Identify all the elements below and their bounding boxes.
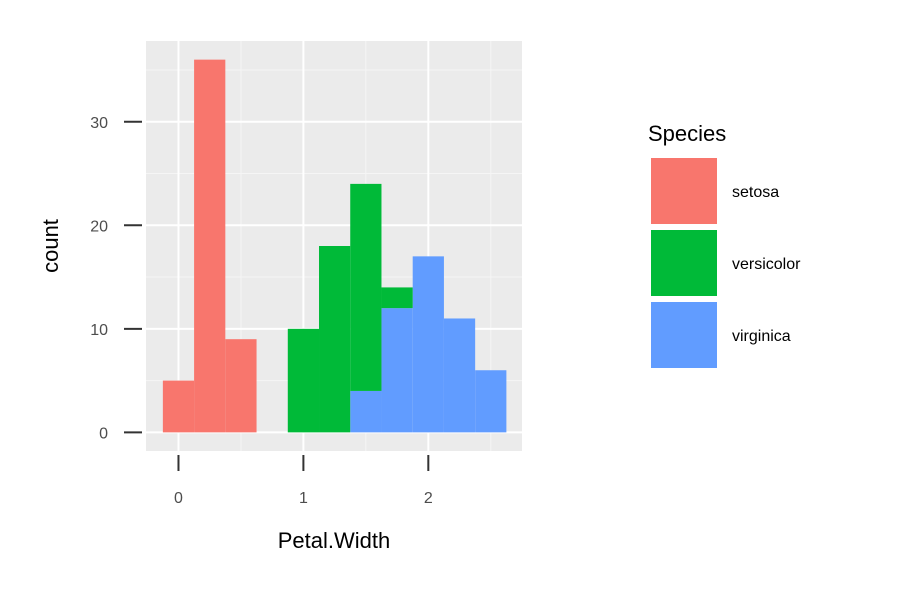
legend-key-versicolor xyxy=(651,230,717,296)
bar-virginica xyxy=(350,390,382,433)
bar-virginica xyxy=(381,308,413,433)
y-tick-label: 30 xyxy=(90,115,108,132)
x-tick-label: 0 xyxy=(174,490,183,507)
legend-title: Species xyxy=(648,121,726,146)
y-tick-label: 0 xyxy=(99,425,108,442)
y-axis-title: count xyxy=(38,219,63,273)
bar-virginica xyxy=(475,370,507,433)
bar-virginica xyxy=(412,256,444,433)
y-tick-label: 20 xyxy=(90,218,108,235)
bar-versicolor xyxy=(381,287,413,309)
bar-setosa xyxy=(162,380,195,433)
legend-key-setosa xyxy=(651,158,717,224)
x-axis-title: Petal.Width xyxy=(278,528,391,553)
bar-versicolor xyxy=(287,328,320,433)
bar-virginica xyxy=(443,318,476,433)
legend: Species setosa versicolor virginica xyxy=(648,121,801,368)
axes: 0 10 20 30 0 1 2 xyxy=(90,115,433,507)
legend-items: setosa versicolor virginica xyxy=(651,158,801,368)
y-tick-label: 10 xyxy=(90,322,108,339)
x-tick-label: 2 xyxy=(424,490,433,507)
bar-versicolor xyxy=(350,183,382,391)
legend-label-virginica: virginica xyxy=(732,328,791,345)
legend-label-setosa: setosa xyxy=(732,184,779,201)
legend-key-virginica xyxy=(651,302,717,368)
bar-versicolor xyxy=(319,246,351,433)
bar-setosa xyxy=(194,59,226,433)
bar-setosa xyxy=(225,339,257,433)
bars xyxy=(162,59,507,433)
legend-label-versicolor: versicolor xyxy=(732,256,801,273)
x-tick-label: 1 xyxy=(299,490,308,507)
